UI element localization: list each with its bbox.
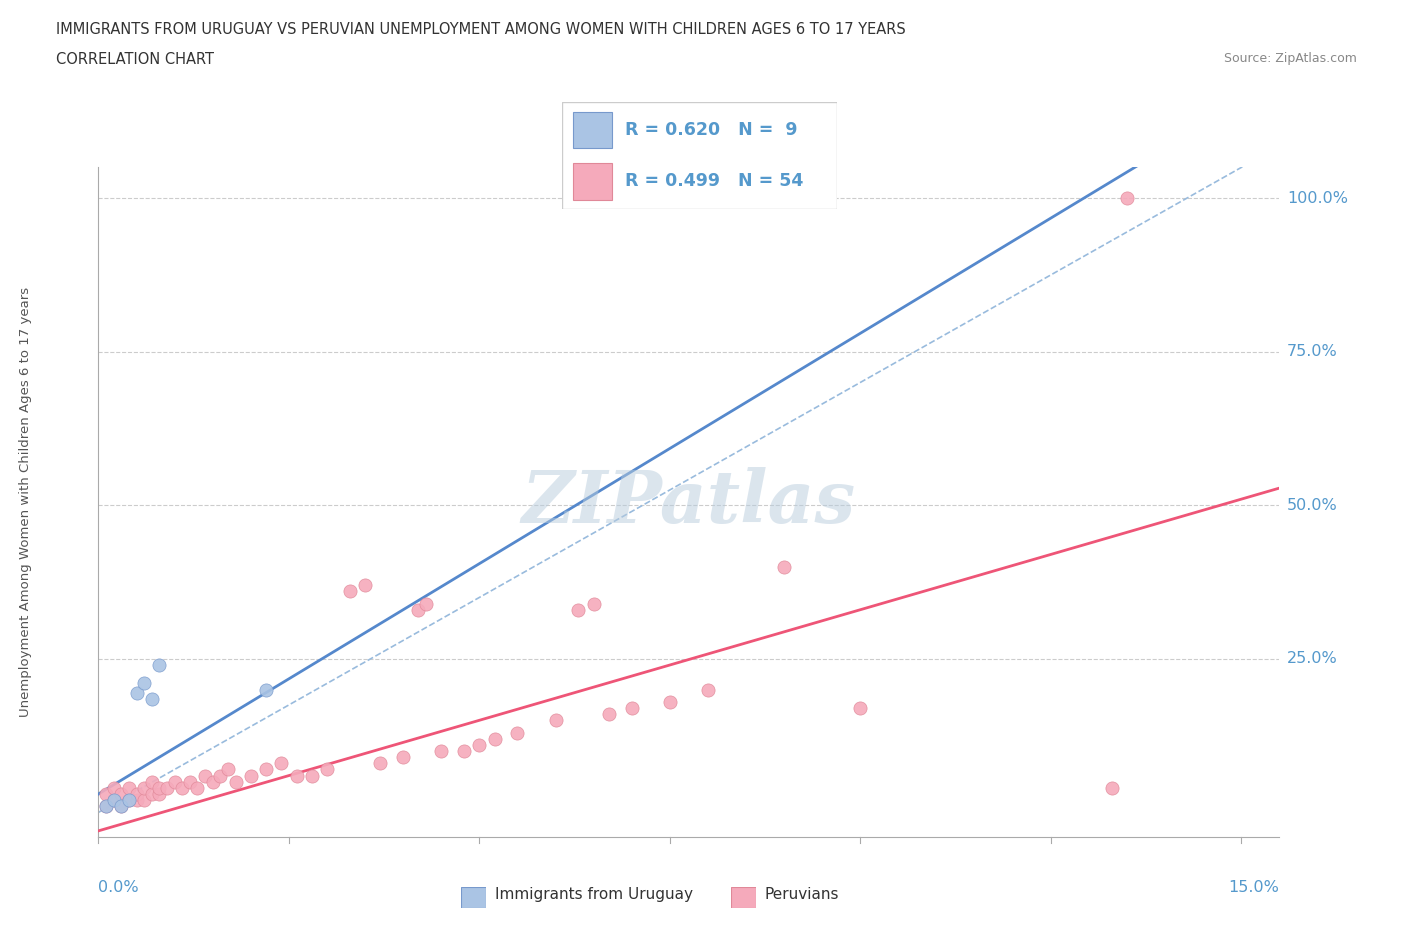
Text: 15.0%: 15.0% — [1229, 880, 1279, 895]
Point — [125, 792, 148, 807]
Point — [209, 768, 232, 783]
Point — [430, 744, 453, 759]
Point — [125, 787, 148, 802]
Point — [118, 780, 141, 795]
Bar — [574, 164, 612, 200]
Point — [484, 731, 506, 746]
Point — [194, 768, 217, 783]
Point — [285, 768, 308, 783]
Point — [148, 780, 170, 795]
Point — [544, 712, 567, 727]
Point — [582, 596, 605, 611]
Point — [354, 578, 377, 592]
Point — [141, 691, 163, 706]
Point — [94, 799, 117, 814]
Text: R = 0.499   N = 54: R = 0.499 N = 54 — [626, 172, 804, 191]
Point — [134, 676, 156, 691]
Text: Peruvians: Peruvians — [765, 887, 839, 902]
Point — [408, 603, 430, 618]
Point — [134, 780, 156, 795]
Point — [172, 780, 194, 795]
Point — [118, 792, 141, 807]
Point — [301, 768, 323, 783]
Point — [316, 762, 339, 777]
Point — [567, 603, 589, 618]
Point — [453, 744, 475, 759]
Point — [1116, 191, 1139, 206]
Point — [110, 799, 132, 814]
Point — [110, 787, 132, 802]
Point — [94, 799, 117, 814]
Point — [658, 695, 681, 710]
Point — [201, 775, 224, 790]
Point — [598, 707, 620, 722]
Point — [141, 775, 163, 790]
Text: 100.0%: 100.0% — [1286, 191, 1348, 206]
Point — [186, 780, 208, 795]
Point — [1101, 780, 1123, 795]
Point — [415, 596, 437, 611]
Text: 25.0%: 25.0% — [1286, 651, 1339, 667]
Text: Source: ZipAtlas.com: Source: ZipAtlas.com — [1223, 52, 1357, 65]
Text: 75.0%: 75.0% — [1286, 344, 1339, 359]
Point — [270, 756, 292, 771]
Point — [125, 685, 148, 700]
Point — [620, 700, 643, 715]
Point — [339, 584, 361, 599]
Point — [370, 756, 392, 771]
Point — [392, 750, 415, 764]
Point — [506, 725, 529, 740]
Point — [148, 787, 170, 802]
Point — [468, 737, 491, 752]
Text: 0.0%: 0.0% — [98, 880, 139, 895]
Point — [94, 787, 117, 802]
Point — [254, 762, 277, 777]
Point — [849, 700, 872, 715]
Point — [254, 682, 277, 697]
Point — [156, 780, 179, 795]
Text: Immigrants from Uruguay: Immigrants from Uruguay — [495, 887, 693, 902]
Point — [141, 787, 163, 802]
Point — [179, 775, 201, 790]
Point — [110, 799, 132, 814]
Point — [103, 792, 125, 807]
Text: CORRELATION CHART: CORRELATION CHART — [56, 52, 214, 67]
Point — [697, 682, 720, 697]
Text: IMMIGRANTS FROM URUGUAY VS PERUVIAN UNEMPLOYMENT AMONG WOMEN WITH CHILDREN AGES : IMMIGRANTS FROM URUGUAY VS PERUVIAN UNEM… — [56, 22, 905, 37]
Point — [148, 658, 170, 672]
Text: Unemployment Among Women with Children Ages 6 to 17 years: Unemployment Among Women with Children A… — [18, 287, 32, 717]
Text: ZIPatlas: ZIPatlas — [522, 467, 856, 538]
Point — [225, 775, 247, 790]
Point — [239, 768, 262, 783]
Point — [163, 775, 186, 790]
Bar — [574, 112, 612, 148]
Point — [773, 559, 796, 574]
Text: R = 0.620   N =  9: R = 0.620 N = 9 — [626, 121, 799, 140]
Point — [134, 792, 156, 807]
Text: 50.0%: 50.0% — [1286, 498, 1339, 512]
Point — [217, 762, 239, 777]
Point — [103, 780, 125, 795]
Point — [118, 792, 141, 807]
Point — [103, 792, 125, 807]
